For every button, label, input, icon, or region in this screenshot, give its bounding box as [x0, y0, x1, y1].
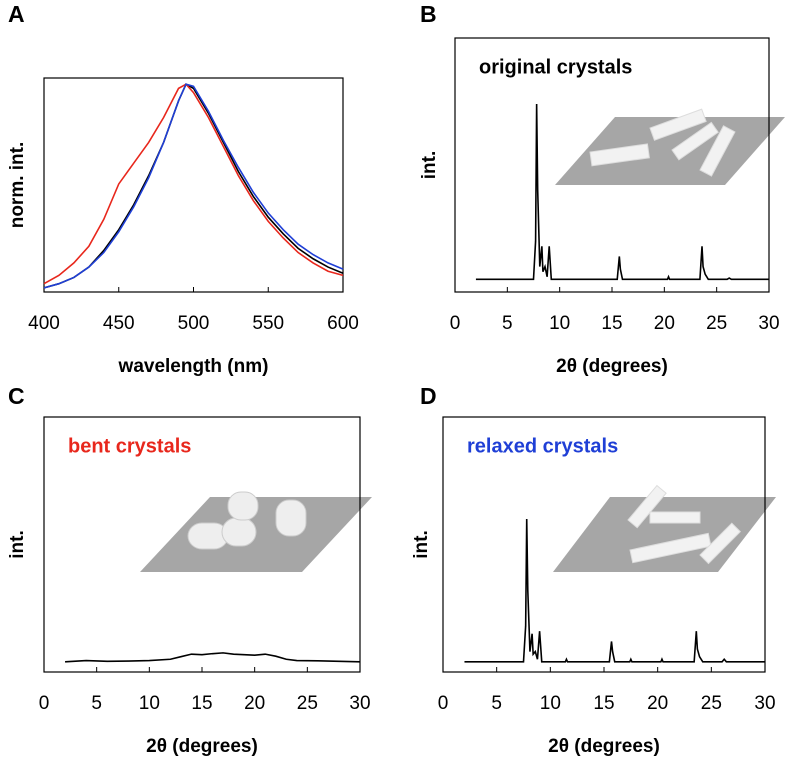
- x-tick-label: 30: [758, 313, 779, 334]
- x-tick-label: 400: [28, 313, 60, 334]
- x-tick-label: 25: [701, 693, 722, 714]
- x-tick-label: 25: [706, 313, 727, 334]
- illustration-d: [553, 484, 776, 572]
- x-tick-label: 600: [327, 313, 359, 334]
- panel-label: A: [8, 1, 25, 27]
- x-tick-label: 10: [549, 313, 570, 334]
- data-line: [464, 518, 765, 663]
- annotation: bent crystals: [68, 435, 191, 457]
- data-line: [43, 83, 344, 289]
- x-tick-label: 10: [540, 693, 561, 714]
- x-tick-label: 15: [601, 313, 622, 334]
- y-axis-label: int.: [7, 530, 28, 559]
- panel-label: C: [8, 383, 25, 409]
- panel-label: B: [420, 1, 437, 27]
- x-tick-label: 5: [491, 693, 502, 714]
- x-tick-label: 10: [139, 693, 160, 714]
- x-tick-label: 25: [297, 693, 318, 714]
- illustration-b: [555, 108, 785, 185]
- y-axis-label: norm. int.: [7, 142, 28, 229]
- annotation: original crystals: [479, 56, 632, 78]
- y-axis-label: int.: [411, 530, 432, 559]
- y-axis-label: int.: [419, 151, 440, 180]
- x-tick-label: 0: [450, 313, 461, 334]
- x-tick-label: 5: [502, 313, 513, 334]
- x-tick-label: 20: [244, 693, 265, 714]
- x-tick-label: 0: [438, 693, 449, 714]
- x-axis-label: 2θ (degrees): [548, 736, 660, 757]
- plot-frame: [43, 77, 344, 293]
- panel-label: D: [420, 383, 437, 409]
- x-axis-label: 2θ (degrees): [556, 356, 668, 377]
- x-tick-label: 550: [252, 313, 284, 334]
- x-tick-label: 30: [349, 693, 370, 714]
- x-tick-label: 20: [654, 313, 675, 334]
- annotation: relaxed crystals: [467, 435, 618, 457]
- x-tick-label: 15: [191, 693, 212, 714]
- x-tick-label: 450: [103, 313, 135, 334]
- x-tick-label: 30: [754, 693, 775, 714]
- x-axis-label: 2θ (degrees): [146, 736, 258, 757]
- data-line: [43, 83, 344, 289]
- x-tick-label: 500: [178, 313, 210, 334]
- x-tick-label: 5: [91, 693, 102, 714]
- data-line: [475, 104, 769, 281]
- data-line: [65, 652, 361, 663]
- x-tick-label: 15: [593, 693, 614, 714]
- x-axis-label: wavelength (nm): [118, 356, 269, 377]
- x-tick-label: 0: [39, 693, 50, 714]
- x-tick-label: 20: [647, 693, 668, 714]
- illustration-c: [140, 491, 372, 572]
- data-line: [43, 83, 344, 285]
